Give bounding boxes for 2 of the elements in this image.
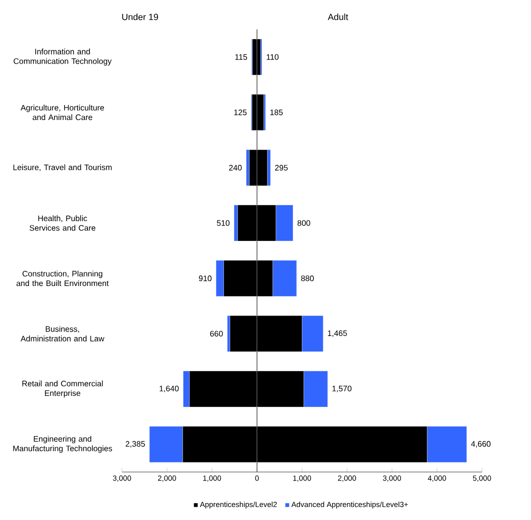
text: Adult — [328, 14, 348, 20]
text: Under 19 — [122, 14, 158, 20]
